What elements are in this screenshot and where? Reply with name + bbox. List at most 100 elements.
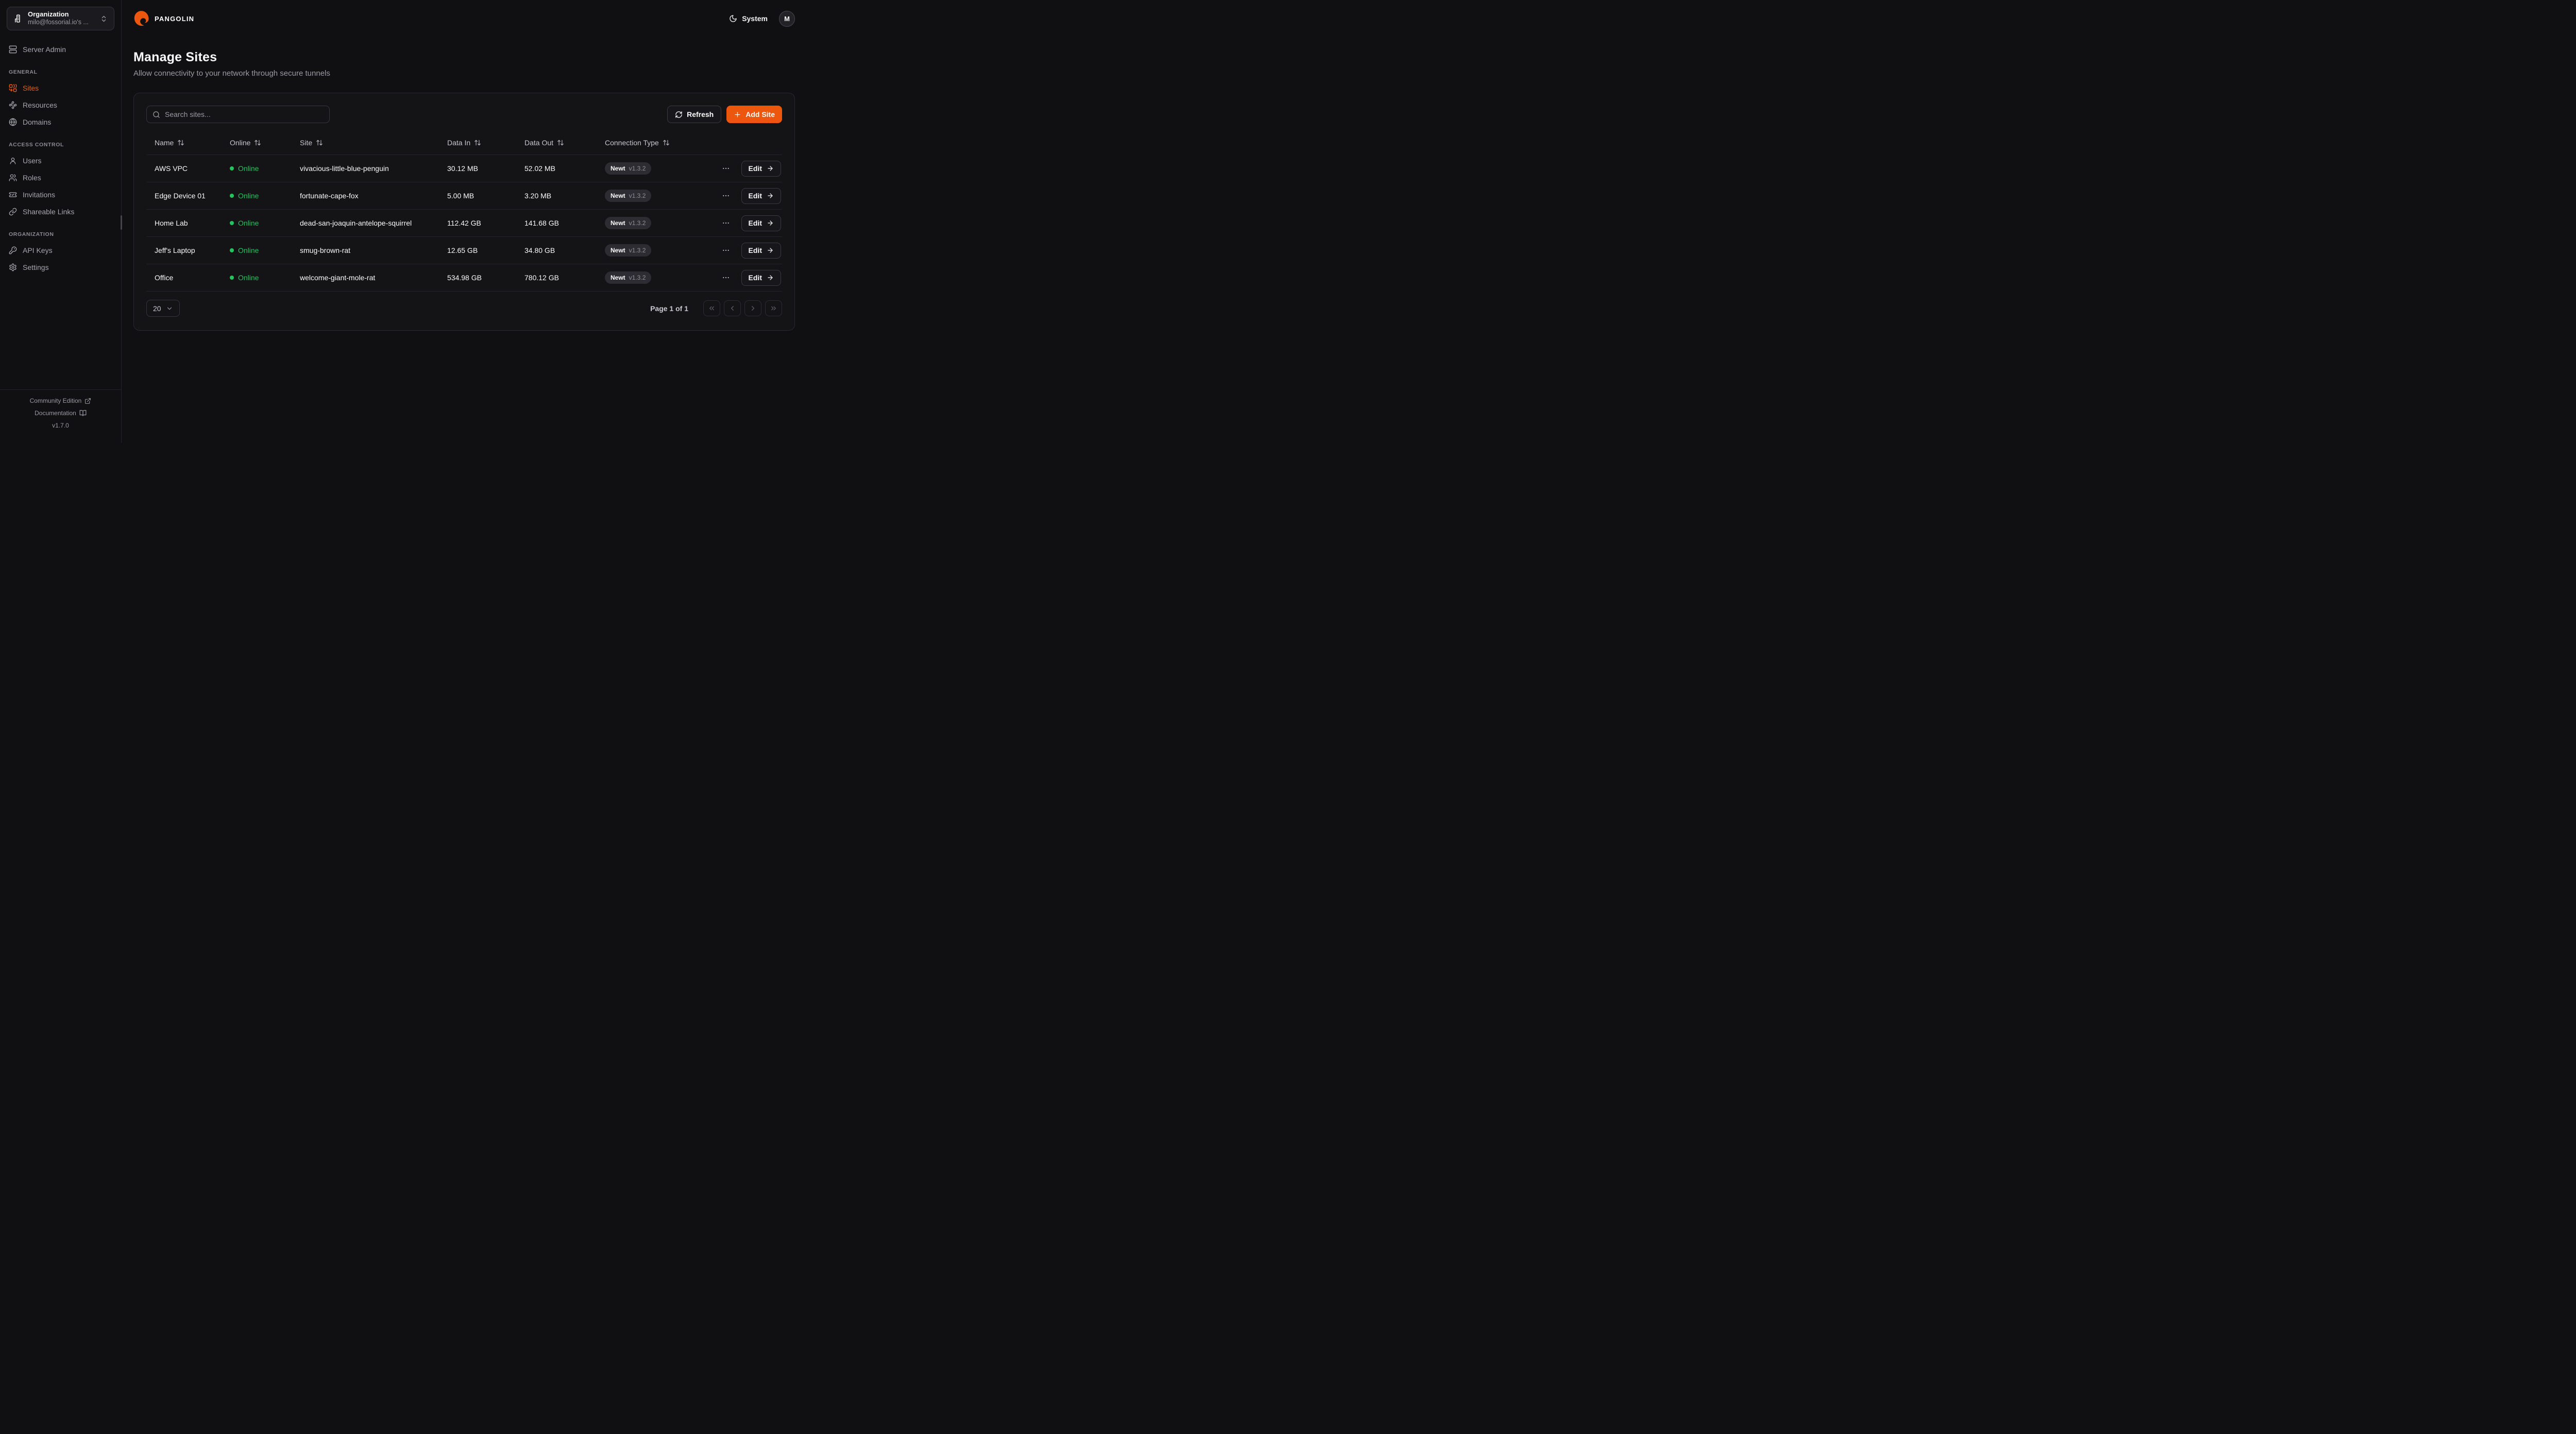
row-menu-button[interactable] [722,274,730,282]
sidebar-item-resources[interactable]: Resources [7,96,114,113]
server-icon [9,45,17,54]
building-icon [13,14,23,23]
site-name-cell: Home Lab [155,219,188,227]
documentation-link[interactable]: Documentation [5,409,116,417]
sidebar-item-domains[interactable]: Domains [7,113,114,130]
search-input[interactable] [165,110,324,118]
table-header-row: Name Online Site Data In Data Out [146,130,782,155]
arrow-right-icon [767,192,774,199]
data-in-cell: 5.00 MB [447,192,474,200]
sidebar-item-label: Users [23,156,42,165]
online-status-cell: Online [222,246,292,254]
data-out-cell: 141.68 GB [524,219,559,227]
sidebar: Organization milo@fossorial.io's ... Ser… [0,0,122,443]
external-link-icon [84,398,91,404]
column-header-name[interactable]: Name [146,139,222,147]
connection-type-badge: Newt v1.3.2 [605,244,652,257]
table-row: Home Lab Online dead-san-joaquin-antelop… [146,210,782,237]
page-info: Page 1 of 1 [650,304,688,313]
chevron-right-icon [749,304,757,312]
sort-icon [663,139,670,146]
data-in-cell: 12.65 GB [447,246,478,254]
sidebar-item-api-keys[interactable]: API Keys [7,242,114,259]
waypoints-icon [9,101,17,109]
data-in-cell: 112.42 GB [447,219,481,227]
section-label-access-control: ACCESS CONTROL [9,142,64,148]
site-name-cell: Jeff's Laptop [155,246,195,254]
sort-icon [177,139,184,146]
row-menu-button[interactable] [722,192,730,200]
sidebar-item-label: Settings [23,263,49,271]
org-value: milo@fossorial.io's ... [28,19,89,26]
edit-button[interactable]: Edit [741,269,781,286]
sidebar-item-shareable-links[interactable]: Shareable Links [7,203,114,220]
edit-button[interactable]: Edit [741,242,781,259]
row-menu-button[interactable] [722,219,730,227]
main-content: PANGOLIN System M Manage Sites Allow con… [122,0,808,443]
sidebar-item-users[interactable]: Users [7,152,114,169]
connection-type-badge: Newt v1.3.2 [605,190,652,202]
connection-type-badge: Newt v1.3.2 [605,271,652,284]
table-row: Edge Device 01 Online fortunate-cape-fox… [146,182,782,210]
page-size-select[interactable]: 20 [146,300,180,317]
page-subtitle: Allow connectivity to your network throu… [133,69,330,78]
link-icon [9,208,17,216]
chevrons-up-down-icon [100,15,108,23]
theme-toggle[interactable]: System [729,14,768,23]
online-status-cell: Online [222,219,292,227]
edit-button[interactable]: Edit [741,160,781,177]
org-selector[interactable]: Organization milo@fossorial.io's ... [7,7,114,30]
last-page-button[interactable] [765,300,782,316]
book-open-icon [79,409,87,417]
online-dot-icon [230,276,234,280]
pagination-bar: 20 Page 1 of 1 [146,300,782,317]
arrow-right-icon [767,219,774,227]
brand-name: PANGOLIN [155,14,195,23]
data-out-cell: 52.02 MB [524,164,555,173]
brand[interactable]: PANGOLIN [133,10,194,27]
site-slug-cell: fortunate-cape-fox [300,192,359,200]
add-site-button[interactable]: Add Site [726,106,782,123]
column-header-data-out[interactable]: Data Out [516,139,597,147]
data-in-cell: 30.12 MB [447,164,478,173]
column-header-data-in[interactable]: Data In [439,139,516,147]
plus-icon [734,111,741,118]
sidebar-item-label: Resources [23,100,57,109]
first-page-button[interactable] [703,300,720,316]
refresh-button[interactable]: Refresh [667,106,722,123]
online-status-cell: Online [222,274,292,282]
site-slug-cell: dead-san-joaquin-antelope-squirrel [300,219,412,227]
sidebar-item-server-admin[interactable]: Server Admin [7,41,114,58]
community-edition-link[interactable]: Community Edition [5,397,116,404]
sidebar-item-roles[interactable]: Roles [7,169,114,186]
sort-icon [316,139,323,146]
prev-page-button[interactable] [724,300,741,316]
row-menu-button[interactable] [722,164,730,173]
data-out-cell: 780.12 GB [524,274,559,282]
row-menu-button[interactable] [722,246,730,254]
data-in-cell: 534.98 GB [447,274,482,282]
connection-type-badge: Newt v1.3.2 [605,162,652,175]
sidebar-item-invitations[interactable]: Invitations [7,186,114,203]
online-dot-icon [230,166,234,170]
column-header-online[interactable]: Online [222,139,292,147]
next-page-button[interactable] [744,300,761,316]
section-label-general: GENERAL [9,69,38,75]
sidebar-resize-handle[interactable] [121,215,122,230]
sidebar-item-label: Server Admin [23,45,66,54]
sidebar-item-sites[interactable]: Sites [7,79,114,96]
refresh-icon [675,111,683,118]
sort-icon [254,139,261,146]
sidebar-footer: Community Edition Documentation v1.7.0 [0,389,121,436]
column-header-site[interactable]: Site [292,139,439,147]
table-body: AWS VPC Online vivacious-little-blue-pen… [146,155,782,292]
avatar[interactable]: M [779,10,795,27]
column-header-connection-type[interactable]: Connection Type [597,139,720,147]
sidebar-item-label: Roles [23,173,41,182]
moon-icon [729,14,737,23]
search-box [146,106,330,123]
sidebar-item-settings[interactable]: Settings [7,259,114,276]
edit-button[interactable]: Edit [741,215,781,231]
site-slug-cell: vivacious-little-blue-penguin [300,164,389,173]
edit-button[interactable]: Edit [741,187,781,204]
